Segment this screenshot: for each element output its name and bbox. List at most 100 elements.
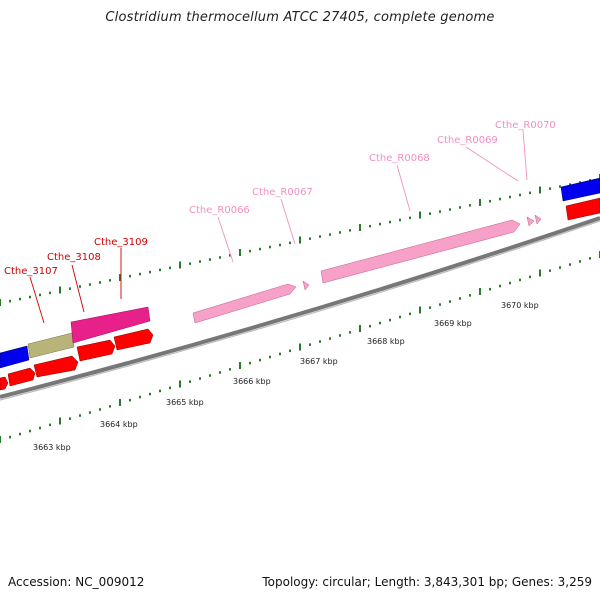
lower-minor-tick	[489, 287, 491, 291]
map-title: Clostridium thermocellum ATCC 27405, com…	[105, 10, 495, 25]
lower-minor-tick	[279, 352, 281, 356]
lower-minor-tick	[149, 392, 151, 396]
upper-minor-tick	[209, 258, 211, 261]
lower-minor-tick	[289, 349, 291, 353]
label-Cthe_R0067[interactable]: Cthe_R0067	[252, 187, 313, 198]
cds-red-3[interactable]	[33, 355, 79, 378]
lower-minor-tick	[259, 358, 261, 362]
feature-blocks	[0, 177, 600, 391]
lower-minor-tick	[549, 269, 551, 272]
upper-minor-tick	[309, 237, 311, 240]
label-Cthe_R0069[interactable]: Cthe_R0069	[437, 135, 498, 146]
upper-major-tick	[239, 249, 241, 256]
lower-major-tick	[359, 325, 361, 332]
scale-label-3668: 3668 kbp	[367, 337, 405, 346]
rna-gene-R0066[interactable]	[192, 283, 297, 324]
label-Cthe_3109[interactable]: Cthe_3109	[94, 237, 148, 248]
upper-minor-tick	[69, 287, 71, 290]
lower-minor-tick	[439, 303, 441, 306]
upper-minor-tick	[129, 274, 131, 278]
rna-gene-R0068[interactable]	[320, 219, 521, 284]
lower-minor-tick	[559, 266, 561, 269]
scale-label-3663: 3663 kbp	[33, 443, 71, 452]
label-leaders	[29, 129, 528, 324]
cds-red-right[interactable]	[565, 197, 600, 221]
upper-minor-tick	[509, 195, 511, 199]
label-Cthe_R0070[interactable]: Cthe_R0070	[495, 120, 556, 131]
upper-minor-tick	[249, 249, 251, 253]
leader-Cthe_3107	[29, 276, 45, 324]
upper-major-tick	[539, 186, 541, 194]
upper-minor-tick	[409, 216, 411, 220]
lower-minor-tick	[579, 260, 581, 263]
upper-minor-tick	[569, 183, 571, 186]
lower-minor-tick	[499, 284, 501, 288]
cds-red-2[interactable]	[7, 367, 36, 387]
lower-minor-tick	[229, 368, 231, 371]
cds-blue-right[interactable]	[560, 177, 600, 202]
rna-gene-R0067[interactable]	[302, 280, 310, 291]
upper-minor-tick	[549, 187, 551, 190]
upper-minor-tick	[449, 208, 451, 211]
upper-minor-tick	[349, 229, 351, 232]
lower-minor-tick	[209, 374, 211, 377]
label-Cthe_3108[interactable]: Cthe_3108	[47, 252, 101, 263]
lower-major-tick	[299, 343, 301, 351]
upper-minor-tick	[379, 222, 381, 226]
cds-red-5[interactable]	[113, 328, 154, 351]
scale-label-3667: 3667 kbp	[300, 357, 338, 366]
label-Cthe_R0066[interactable]: Cthe_R0066	[189, 205, 250, 216]
cds-red-1[interactable]	[0, 376, 9, 391]
upper-minor-tick	[489, 199, 491, 203]
upper-major-tick	[119, 274, 121, 281]
cds-red-4[interactable]	[76, 339, 116, 362]
leader-Cthe_R0067	[280, 198, 296, 245]
upper-minor-tick	[289, 241, 291, 245]
scale-label-3664: 3664 kbp	[100, 420, 138, 429]
lower-minor-tick	[349, 331, 351, 334]
upper-minor-tick	[79, 285, 81, 288]
lower-minor-tick	[529, 275, 531, 279]
lower-minor-tick	[19, 432, 21, 436]
cds-blue-left[interactable]	[0, 345, 30, 369]
upper-minor-tick	[399, 218, 401, 222]
upper-minor-tick	[169, 266, 171, 270]
lower-major-tick	[59, 417, 61, 425]
lower-major-tick	[419, 306, 421, 314]
rna-gene-R0070[interactable]	[534, 214, 542, 225]
lower-minor-tick	[399, 315, 401, 319]
lower-minor-tick	[189, 380, 191, 383]
upper-major-tick	[59, 286, 61, 294]
upper-minor-tick	[519, 193, 521, 197]
lower-minor-tick	[459, 297, 461, 300]
lower-minor-tick	[449, 300, 451, 303]
lower-minor-tick	[79, 414, 81, 417]
upper-major-tick	[479, 199, 481, 206]
lower-minor-tick	[169, 386, 171, 390]
lower-minor-tick	[269, 355, 271, 359]
upper-minor-tick	[259, 247, 261, 251]
upper-minor-tick	[99, 281, 101, 284]
lower-minor-tick	[99, 408, 101, 411]
scale-labels: 3663 kbp 3664 kbp 3665 kbp 3666 kbp 3667…	[33, 301, 539, 452]
lower-minor-tick	[369, 324, 371, 328]
label-Cthe_3107[interactable]: Cthe_3107	[4, 266, 58, 277]
leader-Cthe_R0066	[217, 216, 234, 263]
gene-olive[interactable]	[27, 332, 75, 359]
lower-minor-tick	[329, 337, 331, 340]
upper-minor-tick	[19, 297, 21, 301]
lower-minor-tick	[429, 306, 431, 309]
rna-gene-R0069[interactable]	[526, 216, 535, 227]
label-Cthe_R0068[interactable]: Cthe_R0068	[369, 153, 430, 164]
upper-minor-tick	[279, 243, 281, 247]
lower-minor-tick	[319, 340, 321, 343]
lower-major-tick	[179, 380, 181, 388]
upper-minor-tick	[329, 233, 331, 236]
leader-Cthe_R0069	[465, 146, 519, 182]
lower-major-tick	[539, 269, 541, 277]
upper-minor-tick	[89, 283, 91, 286]
gene-magenta[interactable]	[70, 306, 151, 344]
upper-minor-tick	[139, 272, 141, 276]
lower-minor-tick	[69, 417, 71, 420]
